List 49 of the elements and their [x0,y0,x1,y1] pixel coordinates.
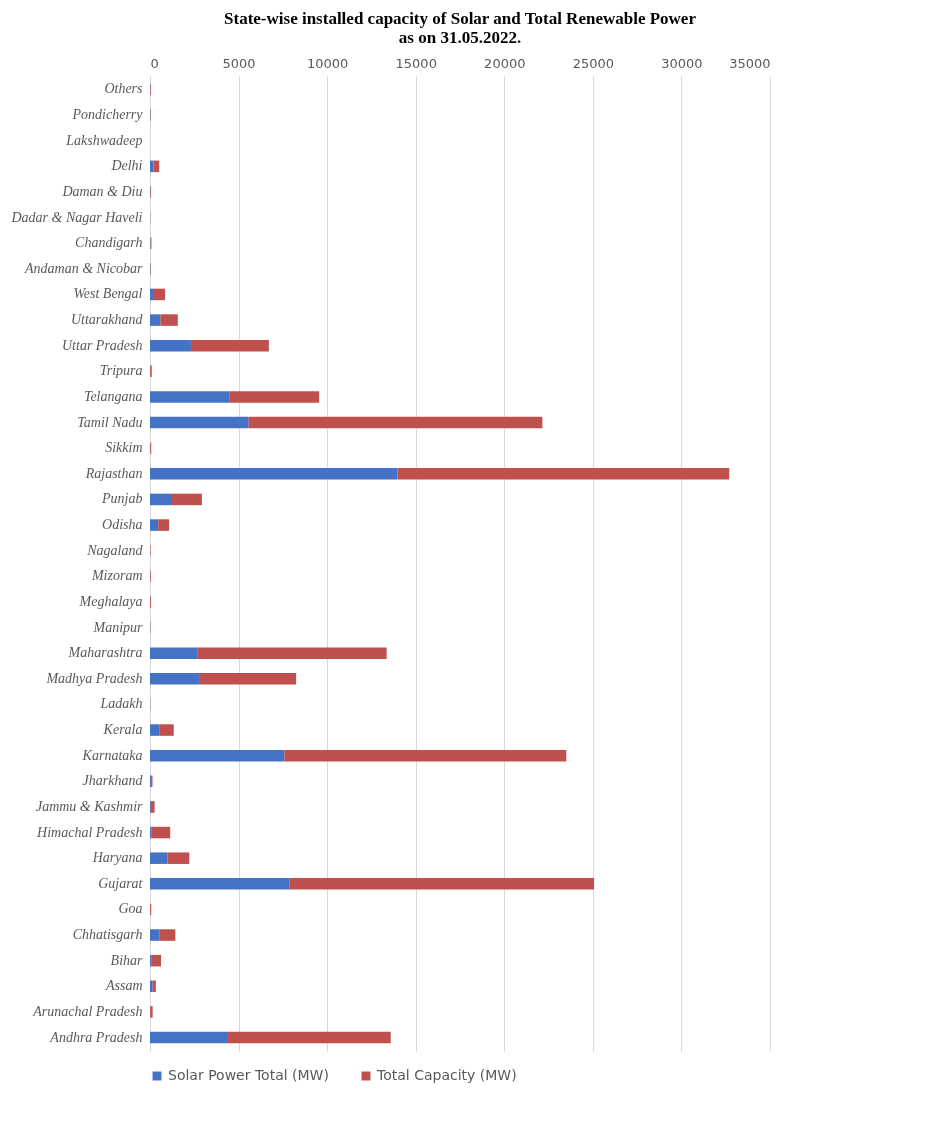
y-tick-label: Rajasthan [84,465,143,481]
x-tick-label: 20000 [484,55,526,71]
y-tick-label: Ladakh [99,696,143,712]
x-tick-label: 5000 [222,55,256,71]
y-tick-label: Odisha [102,517,143,533]
y-tick-label: Sikkim [105,440,143,456]
y-tick-label: Dadar & Nagar Haveli [10,209,143,225]
chart-title: State-wise installed capacity of Solar and Total Renewable Power as on 31.05.2022. [224,9,697,47]
y-tick-label: Tamil Nadu [77,414,143,430]
x-tick-label: 0 [150,55,159,71]
y-tick-label: Lakshwadeep [65,132,143,148]
y-tick-label: Telangana [83,388,143,404]
y-tick-label: Meghalaya [78,593,143,609]
y-tick-label: Haryana [91,850,143,866]
y-tick-label: Pondicherry [71,107,144,123]
y-tick-label: Jammu & Kashmir [35,798,144,814]
y-tick-label: Daman & Diu [61,183,143,199]
y-tick-label: Gujarat [98,875,144,891]
y-tick-label: Andaman & Nicobar [24,260,144,276]
y-tick-label: Mizoram [90,568,143,584]
y-tick-label: Others [104,81,144,97]
y-tick-label: Kerala [102,722,143,738]
y-tick-label: Nagaland [86,542,144,558]
y-tick-label: Himachal Pradesh [36,824,143,840]
y-tick-label: Jharkhand [82,773,144,789]
legend-label: Solar Power Total (MW) [168,1067,329,1083]
y-tick-label: Chhatisgarh [72,927,143,943]
x-tick-label: 10000 [306,55,349,71]
x-tick-label: 30000 [661,55,703,71]
y-tick-label: Punjab [101,491,143,507]
x-tick-label: 25000 [572,55,615,71]
y-tick-label: Madhya Pradesh [45,670,143,686]
y-tick-label: Manipur [92,619,144,635]
y-tick-label: West Bengal [73,286,143,302]
y-tick-label: Chandigarh [75,235,143,251]
x-tick-label: 35000 [729,55,771,71]
y-tick-label: Uttar Pradesh [62,337,143,353]
y-tick-label: Andhra Pradesh [49,1029,143,1045]
y-tick-label: Arunachal Pradesh [32,1003,143,1019]
y-tick-label: Uttarakhand [70,312,144,328]
y-tick-label: Bihar [110,952,144,968]
y-tick-label: Karnataka [81,747,143,763]
x-tick-label: 15000 [395,55,437,71]
y-tick-label: Tripura [99,363,143,379]
y-tick-label: Maharashtra [67,645,143,661]
y-tick-label: Assam [104,978,143,994]
y-tick-label: Goa [118,901,143,917]
y-tick-label: Delhi [110,158,143,174]
legend-label: Total Capacity (MW) [376,1067,517,1083]
